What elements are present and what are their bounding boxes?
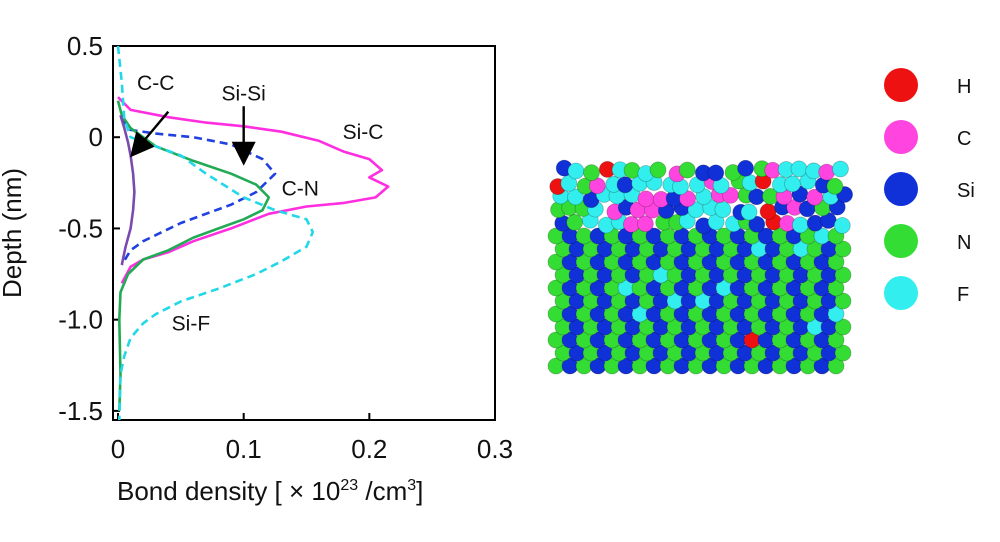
legend-label-h: H — [957, 76, 971, 98]
atom — [827, 279, 845, 297]
atom — [622, 215, 640, 233]
atom — [623, 161, 641, 179]
y-tick-label: 0 — [89, 122, 103, 152]
y-tick-label: -1.0 — [58, 305, 103, 335]
annotation-arrows — [130, 106, 256, 166]
x-tick-label: 0 — [111, 434, 125, 464]
legend-label-si: Si — [957, 180, 975, 202]
legend-swatch-si — [884, 172, 918, 206]
atom — [707, 164, 725, 182]
atom — [566, 214, 584, 231]
atom — [616, 176, 634, 194]
atom — [827, 253, 845, 271]
series-si-c — [117, 96, 390, 284]
series-c-c — [119, 114, 136, 266]
atom — [834, 344, 852, 362]
series-si-si — [120, 118, 277, 266]
atom — [678, 161, 696, 179]
x-tick-label: 0.3 — [477, 434, 513, 464]
atom — [560, 174, 578, 192]
atom — [834, 240, 852, 258]
atom — [790, 160, 808, 178]
atom — [827, 305, 845, 323]
atom — [791, 216, 809, 234]
legend-label-n: N — [957, 232, 971, 254]
x-tick-label: 0.2 — [351, 434, 387, 464]
atom — [636, 215, 654, 233]
atom — [748, 215, 766, 233]
label-si-f: Si-F — [172, 313, 211, 336]
atom — [679, 190, 696, 208]
x-axis-label: Bond density [ × 1023 /cm3] — [117, 476, 423, 506]
atom — [649, 161, 667, 179]
plot-frame — [112, 45, 496, 421]
atom — [583, 164, 600, 182]
series-annotations: C-C Si-Si Si-C C-N Si-F — [137, 72, 383, 336]
atom-legend: H C Si N F — [884, 68, 975, 310]
atom — [637, 190, 655, 208]
atom — [832, 160, 849, 178]
atom — [567, 162, 585, 180]
legend-label-f: F — [957, 284, 969, 306]
y-axis-label: Depth (nm) — [0, 168, 27, 298]
label-c-n: C-N — [282, 178, 319, 201]
atom — [827, 331, 845, 349]
legend-swatch-c — [884, 120, 918, 154]
atom — [737, 159, 754, 177]
y-tick-label: 0.5 — [67, 31, 103, 61]
y-tick-label: -0.5 — [58, 213, 103, 243]
atom — [575, 227, 593, 245]
atom — [834, 266, 852, 284]
legend-label-c: C — [957, 128, 971, 150]
y-tick-label: -1.5 — [58, 396, 103, 426]
atom — [759, 203, 777, 220]
legend-swatch-n — [884, 224, 918, 258]
atom — [806, 188, 824, 206]
legend-swatch-f — [884, 276, 918, 310]
atom — [784, 175, 801, 193]
label-si-si: Si-Si — [222, 83, 266, 106]
x-tick-label: 0.1 — [226, 434, 262, 464]
axis-ticks: 0 0.1 0.2 0.3 0.5 0 -0.5 -1.0 -1.5 — [58, 31, 513, 464]
atom — [827, 357, 845, 375]
arrow-c-c — [130, 110, 170, 158]
atom — [714, 201, 732, 218]
molecular-structure-image — [547, 159, 853, 375]
atom — [834, 292, 852, 310]
legend-swatch-h — [884, 68, 918, 102]
atom — [826, 177, 844, 195]
label-si-c: Si-C — [343, 121, 384, 144]
series-c-n — [116, 100, 271, 411]
atom — [740, 203, 758, 221]
label-c-c: C-C — [137, 72, 174, 95]
atom — [833, 217, 851, 234]
atom — [818, 163, 836, 181]
atom — [567, 188, 584, 206]
atom — [834, 318, 852, 336]
